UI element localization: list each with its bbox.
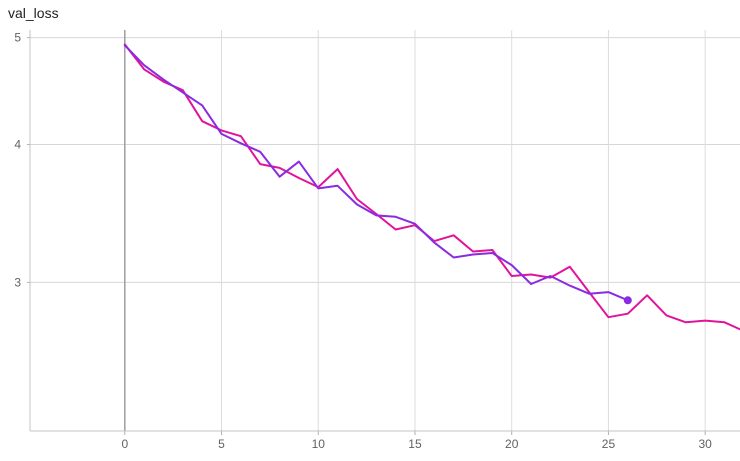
x-tick-label-30: 30 [698, 437, 712, 451]
y-tick-label-5: 5 [14, 31, 21, 45]
x-tick-label-0: 0 [121, 437, 128, 451]
y-tick-label-3: 3 [14, 275, 21, 289]
y-tick-label-4: 4 [14, 138, 21, 152]
x-tick-label-15: 15 [408, 437, 422, 451]
grid-layer [30, 30, 740, 431]
x-tick-label-25: 25 [602, 437, 616, 451]
series-1-end-marker[interactable] [623, 296, 632, 305]
series-layer [123, 43, 740, 331]
chart-title: val_loss [8, 5, 59, 21]
label-layer: 3 4 5 0 5 10 15 20 25 30 [14, 31, 712, 451]
series-line-1 [123, 44, 629, 302]
axis-layer [27, 30, 740, 435]
series-line-2 [123, 43, 740, 331]
x-tick-label-5: 5 [218, 437, 225, 451]
x-tick-label-10: 10 [312, 437, 326, 451]
x-tick-label-20: 20 [505, 437, 519, 451]
